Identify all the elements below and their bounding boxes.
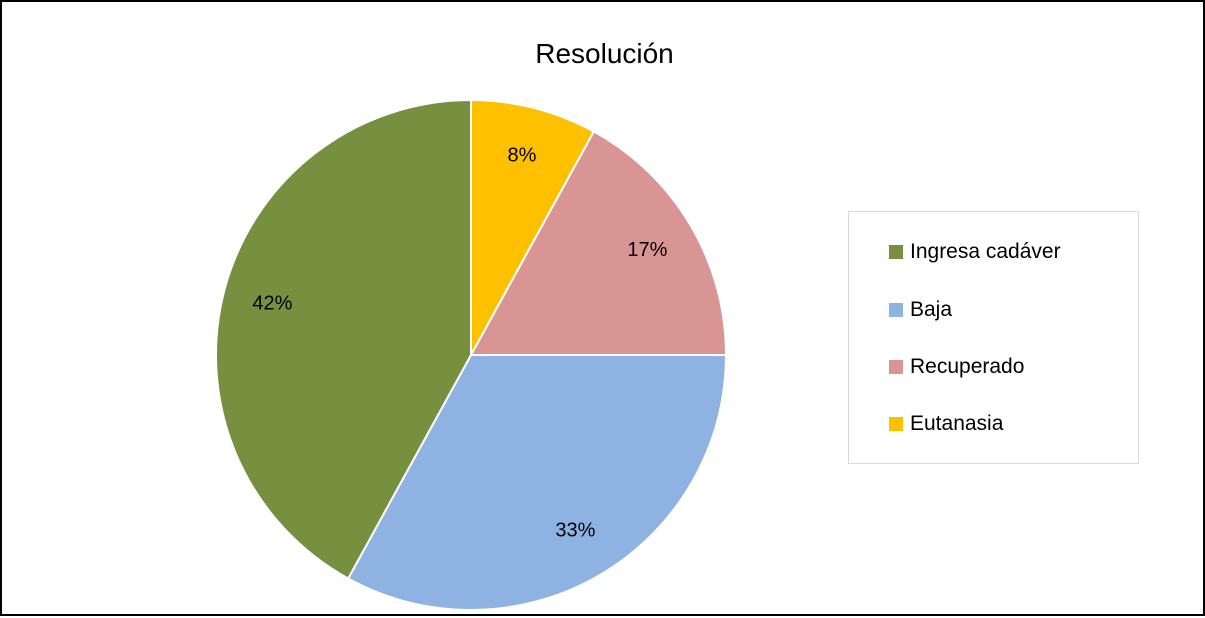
- legend-label: Baja: [910, 298, 953, 321]
- legend-item: Ingresa cadáver: [889, 240, 1061, 264]
- pie-slice-ingresa-cad-ver: [215, 98, 472, 580]
- data-label-baja: 33%: [555, 520, 595, 542]
- legend-label: Eutanasia: [910, 412, 1004, 435]
- legend-swatch: [889, 360, 903, 374]
- legend-label: Recuperado: [910, 355, 1025, 378]
- chart-legend: Ingresa cadáver Baja Recuperado Eutanasia: [848, 211, 1139, 464]
- legend-swatch: [889, 245, 903, 259]
- data-label-eutanasia: 8%: [508, 145, 537, 167]
- data-label-recuperado: 17%: [627, 239, 667, 261]
- legend-item: Eutanasia: [889, 412, 1003, 436]
- legend-item: Recuperado: [889, 355, 1024, 379]
- chart-title: Resolución: [535, 38, 674, 69]
- legend-swatch: [889, 417, 903, 431]
- data-label-ingresa-cad-ver: 42%: [252, 292, 292, 314]
- legend-label: Ingresa cadáver: [910, 240, 1061, 263]
- pie-slice-recuperado: [469, 130, 728, 356]
- pie-slice-eutanasia: [470, 98, 596, 356]
- pie-slice-baja: [346, 354, 728, 611]
- legend-item: Baja: [889, 298, 952, 322]
- legend-swatch: [889, 303, 903, 317]
